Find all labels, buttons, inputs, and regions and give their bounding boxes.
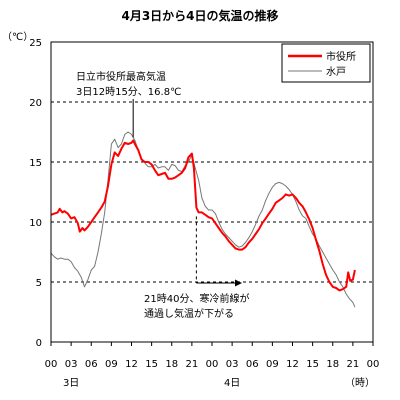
series-line-shiyakusho	[50, 139, 356, 292]
series-layer	[50, 131, 356, 308]
x-tick-label: 12	[286, 359, 299, 370]
annotation-front-text: 通過し気温が下がる	[144, 307, 234, 320]
x-tick-label: 06	[85, 359, 98, 370]
x-tick-label: 15	[306, 359, 319, 370]
x-tick-label: 03	[65, 359, 78, 370]
y-tick-label: 10	[29, 218, 42, 229]
annotation-max-temp-text: 日立市役所最高気温	[76, 70, 166, 83]
series-line-mito	[50, 131, 356, 308]
legend-label: 水戸	[326, 66, 346, 78]
x-axis: 00 03 06 09 12 15 18 21 00 03 06 09 12 15 18 21 00 3日 4日	[45, 342, 380, 389]
x-tick-label: 00	[367, 359, 380, 370]
x-tick-label: 00	[45, 359, 58, 370]
annotation-front-text: 21時40分、寒冷前線が	[144, 292, 249, 305]
x-tick-label: 15	[145, 359, 158, 370]
y-axis: 0 5 10 15 20 25	[29, 38, 42, 349]
y-tick-label: 5	[36, 278, 42, 289]
chart-title: 4月3日から4日の気温の推移	[121, 8, 278, 23]
x-tick-label: 21	[347, 359, 360, 370]
x-tick-label: 12	[125, 359, 138, 370]
x-axis-unit-label: （時）	[345, 377, 375, 389]
y-tick-label: 25	[29, 38, 42, 49]
x-tick-label: 21	[186, 359, 199, 370]
x-tick-label: 18	[326, 359, 339, 370]
plot-frame	[50, 41, 374, 343]
y-tick-label: 15	[29, 158, 42, 169]
x-tick-label: 09	[105, 359, 118, 370]
day-label: 4日	[224, 378, 240, 389]
x-tick-label: 09	[266, 359, 279, 370]
annotation-front-arrowhead	[235, 279, 242, 287]
x-tick-label: 06	[246, 359, 259, 370]
y-axis-unit-label: （℃）	[2, 31, 33, 43]
x-tick-label: 18	[165, 359, 178, 370]
day-label: 3日	[63, 378, 79, 389]
y-tick-label: 20	[29, 98, 42, 109]
y-tick-label: 0	[36, 338, 42, 349]
x-tick-label: 03	[226, 359, 239, 370]
legend-box	[281, 43, 371, 83]
x-tick-label: 00	[206, 359, 219, 370]
legend-label: 市役所	[326, 50, 356, 63]
annotation-max-temp-text: 3日12時15分、16.8℃	[76, 86, 181, 98]
annotations: 日立市役所最高気温 3日12時15分、16.8℃ 21時40分、寒冷前線が通過し気温…	[76, 70, 249, 320]
